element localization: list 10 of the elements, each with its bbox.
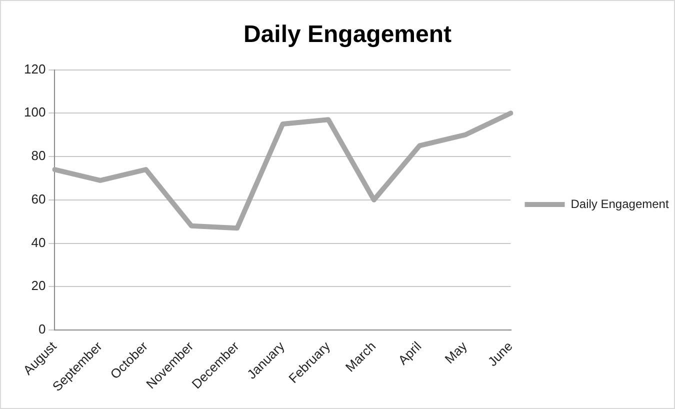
y-tick-label: 40 <box>31 234 46 250</box>
x-tick-label: May <box>442 338 470 367</box>
y-tick-label: 0 <box>38 322 46 337</box>
y-tick-label: 60 <box>31 191 46 206</box>
y-tick-label: 120 <box>24 61 46 76</box>
chart-title: Daily Engagement <box>243 21 452 48</box>
y-tick-label: 100 <box>24 104 46 120</box>
y-tick-label: 20 <box>31 278 46 294</box>
legend-label: Daily Engagement <box>570 196 670 211</box>
y-tick-label: 80 <box>31 148 46 164</box>
